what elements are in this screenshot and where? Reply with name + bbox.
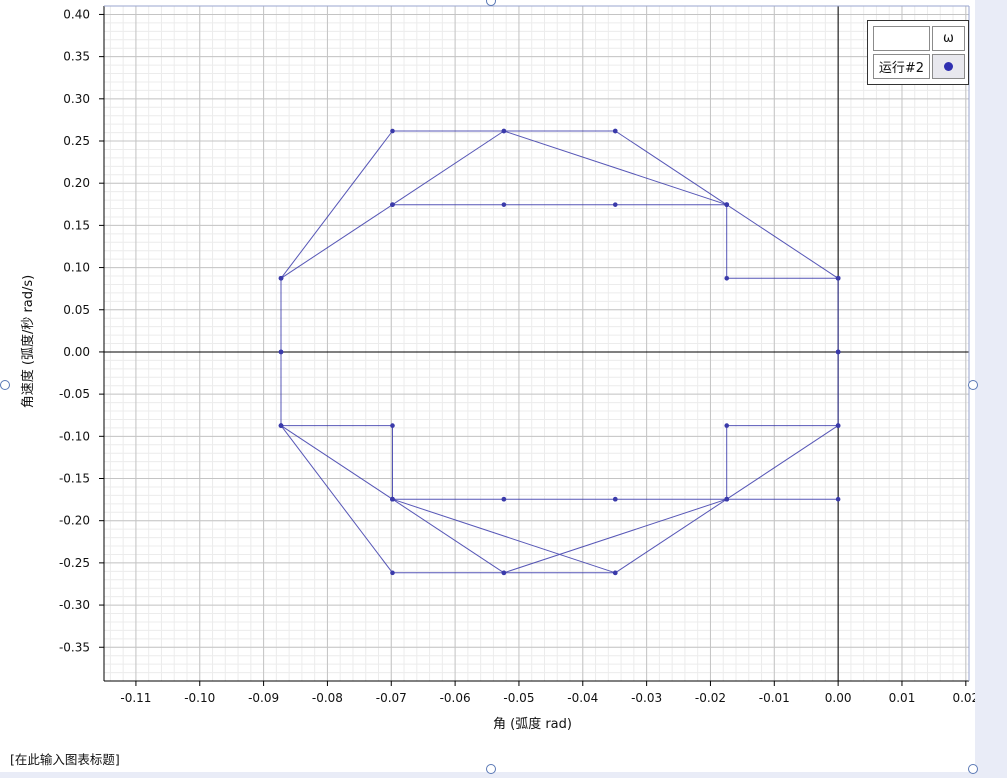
x-tick-label: -0.03 <box>631 691 662 705</box>
x-tick-label: 0.02 <box>952 691 975 705</box>
y-tick-label: -0.30 <box>59 598 90 612</box>
data-point <box>612 128 618 134</box>
x-tick-label: -0.01 <box>759 691 790 705</box>
x-axis-title: 角 (弧度 rad) <box>493 716 572 732</box>
resize-handle-top[interactable] <box>486 0 496 6</box>
resize-handle-bottom[interactable] <box>486 764 496 774</box>
data-point <box>278 349 284 355</box>
data-point <box>390 496 395 502</box>
x-tick-label: -0.08 <box>312 691 343 705</box>
x-tick-label: -0.06 <box>440 691 471 705</box>
resize-handle-left[interactable] <box>0 380 10 390</box>
data-point <box>835 349 841 355</box>
legend[interactable]: ω 运行#2 <box>867 20 969 85</box>
data-point <box>278 276 284 281</box>
y-tick-label: 0.30 <box>63 92 90 106</box>
x-tick-label: -0.10 <box>184 691 215 705</box>
y-tick-label: -0.35 <box>59 640 90 654</box>
data-point <box>501 202 507 207</box>
x-tick-label: -0.11 <box>120 691 151 705</box>
data-point <box>835 423 841 428</box>
y-tick-label: 0.35 <box>63 50 90 64</box>
data-point <box>501 570 507 576</box>
line-chart: -0.11 -0.10 -0.09 -0.08 -0.07 -0.06 -0.05 -0.04… <box>20 5 975 732</box>
data-point <box>612 496 618 502</box>
data-point <box>390 202 395 207</box>
legend-header: ω <box>932 26 965 51</box>
legend-header-blank <box>873 26 930 51</box>
y-tick-label: 0.40 <box>63 7 90 21</box>
data-point <box>390 570 395 576</box>
data-point <box>724 496 730 502</box>
y-axis-title: 角速度 (弧度/秒 rad/s) <box>20 275 36 409</box>
y-tick-label: 0.10 <box>63 261 90 275</box>
y-tick-label: -0.05 <box>59 387 90 401</box>
data-point <box>501 128 507 134</box>
y-tick-label: 0.25 <box>63 134 90 148</box>
y-tick-label: 0.15 <box>63 218 90 232</box>
data-point <box>612 202 618 207</box>
x-tick-label: -0.09 <box>248 691 279 705</box>
y-tick-label: -0.10 <box>59 429 90 443</box>
legend-dot-icon <box>944 62 953 71</box>
data-point <box>612 570 618 576</box>
data-point <box>390 128 395 134</box>
data-point <box>835 276 841 281</box>
y-tick-label: -0.15 <box>59 472 90 486</box>
legend-marker[interactable] <box>932 54 965 79</box>
data-point <box>278 423 284 428</box>
x-tick-label: -0.02 <box>695 691 726 705</box>
x-tick-label: -0.07 <box>376 691 407 705</box>
chart-canvas: -0.11 -0.10 -0.09 -0.08 -0.07 -0.06 -0.05 -0.04… <box>0 0 975 772</box>
x-tick-label: -0.04 <box>567 691 598 705</box>
legend-entry-label: 运行#2 <box>873 54 930 79</box>
y-tick-label: -0.25 <box>59 556 90 570</box>
y-tick-label: 0.00 <box>63 345 90 359</box>
y-tick-label: 0.05 <box>63 303 90 317</box>
chart-title[interactable]: [在此输入图表标题] <box>10 752 120 767</box>
x-tick-label: 0.01 <box>889 691 916 705</box>
data-point <box>501 496 507 502</box>
y-tick-label: -0.20 <box>59 514 90 528</box>
data-point <box>724 276 730 281</box>
x-tick-label: 0.00 <box>825 691 852 705</box>
x-tick-label: -0.05 <box>503 691 534 705</box>
data-point <box>835 496 841 502</box>
y-tick-label: 0.20 <box>63 176 90 190</box>
data-point <box>724 202 730 207</box>
resize-handle-right[interactable] <box>968 380 978 390</box>
data-point <box>724 423 730 428</box>
data-point <box>390 423 395 428</box>
resize-handle-corner[interactable] <box>968 764 978 774</box>
